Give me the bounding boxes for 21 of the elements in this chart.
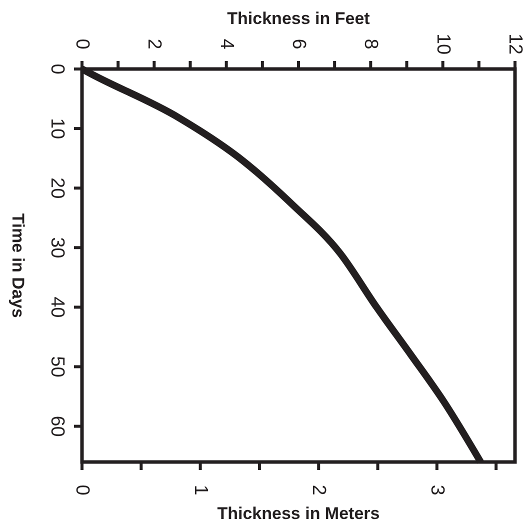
y-tick-label: 0	[46, 64, 68, 74]
x2-tick-label: 6	[288, 38, 309, 50]
x2-axis-title: Thickness in Feet	[227, 9, 370, 28]
y-tick-label: 20	[46, 178, 68, 199]
x-tick-label: 2	[308, 484, 330, 496]
y-tick-label: 30	[46, 237, 68, 258]
y-tick-label: 50	[46, 356, 68, 378]
x2-tick-label: 8	[360, 38, 382, 50]
x-tick-label: 3	[426, 484, 448, 496]
x-axis-title: Thickness in Meters	[217, 504, 380, 523]
y-axis-title: Time in Days	[8, 213, 28, 318]
y-tick-label: 10	[46, 118, 68, 140]
x2-tick-label: 2	[144, 38, 165, 50]
x2-tick-label: 4	[216, 38, 237, 50]
y-tick-label: 40	[46, 296, 68, 318]
x-tick-label: 0	[72, 484, 92, 496]
x2-tick-label: 12	[504, 33, 525, 55]
x2-tick-label: 0	[72, 38, 92, 50]
x2-tick-label: 10	[432, 33, 454, 55]
x-tick-label: 1	[190, 484, 211, 496]
y-tick-label: 60	[46, 416, 68, 437]
